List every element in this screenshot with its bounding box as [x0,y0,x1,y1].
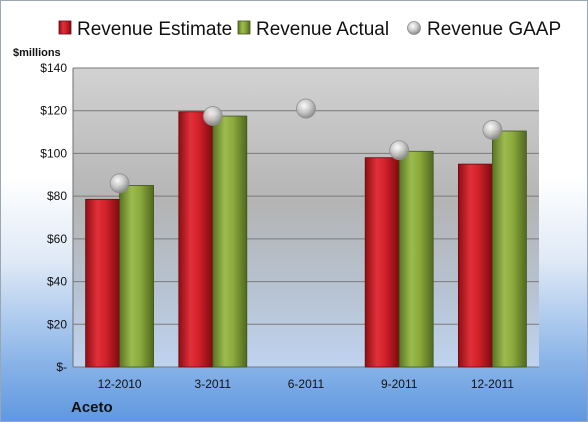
x-tick-label: 12-2010 [98,377,142,391]
y-tick-label: $40 [47,275,67,289]
legend-swatch [237,20,251,35]
x-tick-label: 3-2011 [195,377,232,391]
revenue-gaap-marker [389,140,410,161]
y-tick-label: $- [56,360,67,374]
x-axis-ticks: 12-2010 3-2011 6-2011 9-2011 12-2011 [98,377,515,391]
y-tick-label: $120 [40,104,67,118]
revenue-estimate-bar [457,163,493,368]
x-tick-label: 9-2011 [381,377,418,391]
y-tick-label: $80 [47,189,67,203]
legend-label: Revenue Estimate [77,19,232,40]
company-label: Aceto [71,399,113,416]
legend-label: Revenue GAAP [427,19,561,40]
legend-label: Revenue Actual [256,19,389,40]
y-tick-label: $100 [40,146,67,160]
legend: Revenue Estimate Revenue Actual Revenue GA… [58,19,561,40]
revenue-actual-bar [491,130,527,368]
revenue-gaap-marker [296,98,316,119]
revenue-gaap-marker [482,120,503,140]
revenue-actual-bar [212,115,248,368]
revenue-actual-bar [398,150,434,368]
bars [85,111,527,368]
y-axis-unit-label: $millions [13,47,61,59]
y-axis-ticks: $- $20 $40 $60 $80 $100 $120 $140 [40,61,67,374]
y-tick-label: $20 [47,317,67,331]
x-tick-label: 12-2011 [471,377,514,391]
revenue-estimate-bar [85,198,120,368]
revenue-estimate-bar [178,111,214,368]
revenue-gaap-marker [109,173,130,194]
revenue-actual-bar [119,185,154,368]
revenue-estimate-bar [364,157,400,368]
revenue-gaap-marker [202,106,223,126]
legend-swatch [407,21,421,35]
gaap-markers [109,98,503,194]
x-tick-label: 6-2011 [288,377,325,391]
y-tick-label: $140 [40,61,67,75]
legend-swatch [58,20,72,35]
y-tick-label: $60 [47,232,67,246]
